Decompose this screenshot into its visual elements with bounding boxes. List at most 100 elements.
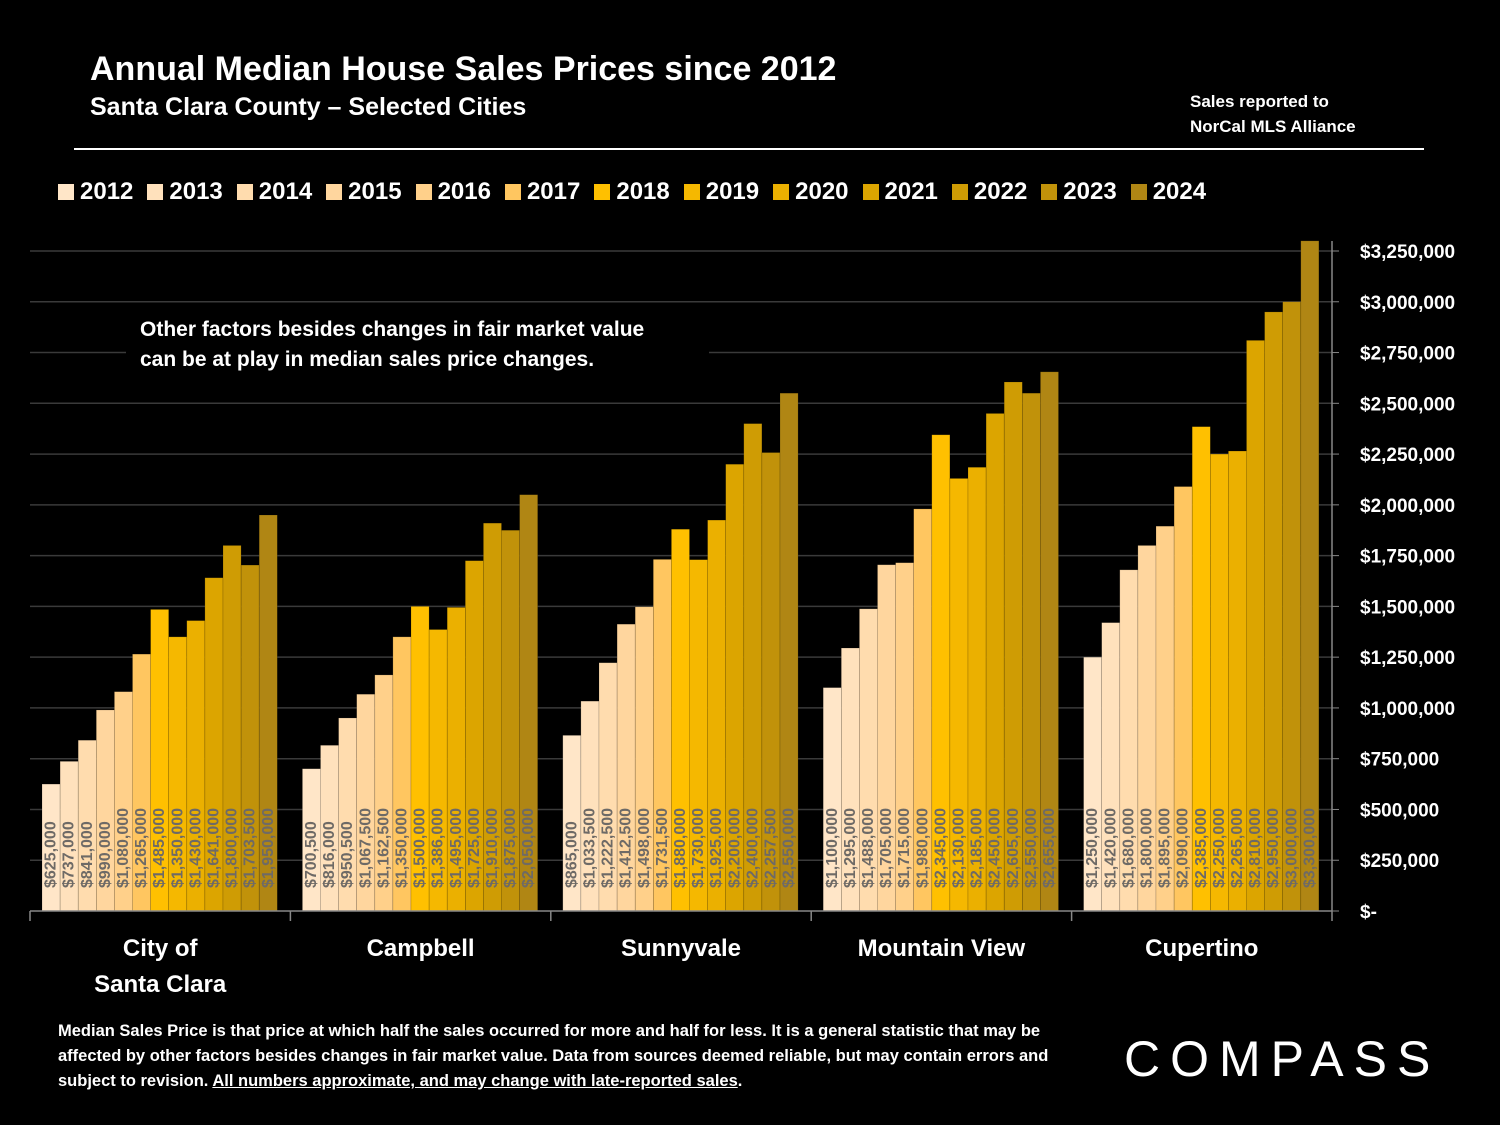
- legend-swatch: [1130, 184, 1147, 200]
- annotation-line-1: Other factors besides changes in fair ma…: [140, 318, 645, 341]
- bar-value-label: $1,265,000: [133, 808, 150, 888]
- x-category-label: Mountain View: [858, 935, 1026, 962]
- chart-title: Annual Median House Sales Prices since 2…: [90, 50, 837, 88]
- y-tick-label: $1,250,000: [1360, 648, 1455, 669]
- y-tick-label: $2,250,000: [1360, 445, 1455, 466]
- bar-value-label: $2,810,000: [1247, 808, 1264, 888]
- y-tick-label: $1,750,000: [1360, 547, 1455, 568]
- y-tick-label: $1,500,000: [1360, 597, 1455, 618]
- compass-logo: COMPASS: [1124, 1031, 1441, 1087]
- bar-value-label: $950,500: [339, 821, 356, 888]
- legend-label: 2013: [169, 178, 223, 205]
- bar-value-label: $2,345,000: [932, 808, 949, 888]
- legend-swatch: [147, 184, 164, 200]
- bar-value-label: $1,295,000: [842, 808, 859, 888]
- bar-value-label: $990,000: [97, 821, 114, 888]
- bar-value-label: $1,222,500: [600, 808, 617, 888]
- legend-item-2015: 2015: [326, 178, 402, 206]
- bar-value-label: $1,980,000: [914, 808, 931, 888]
- legend-swatch: [1041, 184, 1058, 200]
- y-tick-label: $3,000,000: [1360, 293, 1455, 314]
- bar-value-label: $2,130,000: [950, 808, 967, 888]
- legend-item-2013: 2013: [147, 178, 223, 206]
- bar-value-label: $1,420,000: [1102, 808, 1119, 888]
- bar-value-label: $2,950,000: [1265, 808, 1282, 888]
- y-tick-label: $2,750,000: [1360, 344, 1455, 365]
- legend-label: 2016: [437, 178, 491, 205]
- bar-value-label: $2,605,000: [1005, 808, 1022, 888]
- bar-value-label: $1,925,000: [708, 808, 725, 888]
- bar-value-label: $1,162,500: [375, 808, 392, 888]
- bar-value-label: $2,050,000: [520, 808, 537, 888]
- bar-value-label: $1,350,000: [169, 808, 186, 888]
- bar-value-label: $1,498,000: [636, 808, 653, 888]
- bar-value-label: $2,200,000: [726, 808, 743, 888]
- bar-value-label: $1,875,000: [502, 808, 519, 888]
- bar-value-label: $1,705,000: [878, 808, 895, 888]
- bar-value-label: $1,412,500: [618, 808, 635, 888]
- legend-item-2021: 2021: [862, 178, 938, 206]
- bar-value-label: $1,800,000: [224, 808, 241, 888]
- legend-item-2018: 2018: [594, 178, 670, 206]
- legend-swatch: [236, 184, 253, 200]
- x-category-label: Cupertino: [1145, 935, 1258, 962]
- bar-value-label: $1,033,500: [581, 808, 598, 888]
- bar-value-label: $2,265,000: [1229, 808, 1246, 888]
- legend-item-2020: 2020: [773, 178, 849, 206]
- x-category-label: Sunnyvale: [621, 935, 741, 962]
- bar-value-label: $1,080,000: [115, 808, 132, 888]
- y-tick-label: $250,000: [1360, 851, 1439, 872]
- y-tick-label: $2,000,000: [1360, 496, 1455, 517]
- bar-value-label: $1,386,000: [430, 808, 447, 888]
- legend-swatch: [594, 184, 611, 200]
- legend-label: 2018: [616, 178, 670, 205]
- legend-label: 2022: [973, 178, 1028, 205]
- bar-value-label: $1,100,000: [824, 808, 841, 888]
- y-tick-label: $500,000: [1360, 800, 1439, 821]
- bar-value-label: $1,680,000: [1120, 808, 1137, 888]
- bar-value-label: $2,655,000: [1041, 808, 1058, 888]
- bar-value-label: $1,250,000: [1084, 808, 1101, 888]
- bar-value-label: $816,000: [321, 821, 338, 888]
- bar-value-label: $2,385,000: [1193, 808, 1210, 888]
- chart-legend: 2012 2013 2014 2015 2016 2017 2018 2019 2020 2021…: [58, 178, 1220, 206]
- bar-value-label: $1,715,000: [896, 808, 913, 888]
- bar-value-label: $1,500,000: [412, 808, 429, 888]
- legend-label: 2021: [884, 178, 938, 205]
- bar-value-label: $1,800,000: [1138, 808, 1155, 888]
- legend-item-2016: 2016: [415, 178, 491, 206]
- bar-value-label: $1,950,000: [260, 808, 277, 888]
- bar-value-label: $1,910,000: [484, 808, 501, 888]
- legend-label: 2017: [526, 178, 581, 205]
- y-tick-label: $3,250,000: [1360, 242, 1455, 263]
- legend-swatch: [326, 184, 343, 200]
- bar-value-label: $1,067,500: [357, 808, 374, 888]
- y-tick-label: $-: [1360, 902, 1377, 923]
- source-line-2: NorCal MLS Alliance: [1190, 117, 1356, 136]
- bar-value-label: $841,000: [79, 821, 96, 888]
- footer-end: .: [737, 1072, 743, 1090]
- y-tick-label: $750,000: [1360, 750, 1439, 771]
- bar-value-label: $2,090,000: [1175, 808, 1192, 888]
- bar-value-label: $2,550,000: [781, 808, 798, 888]
- footer-underlined-text: All numbers approximate, and may change …: [212, 1072, 738, 1090]
- annotation-note: Other factors besides changes in fair ma…: [126, 312, 709, 378]
- legend-swatch: [683, 184, 700, 200]
- legend-label: 2020: [795, 178, 849, 205]
- legend-item-2012: 2012: [58, 178, 133, 206]
- legend-label: 2023: [1063, 178, 1117, 205]
- bar-value-label: $1,641,000: [205, 808, 222, 888]
- legend-label: 2024: [1152, 178, 1207, 205]
- bar-value-label: $2,450,000: [987, 808, 1004, 888]
- bar-value-label: $1,725,000: [466, 808, 483, 888]
- bar-value-label: $2,185,000: [969, 808, 986, 888]
- footer-text: Median Sales Price is that price at whic…: [58, 1022, 1049, 1090]
- legend-label: 2012: [80, 178, 134, 205]
- bar-value-label: $1,731,500: [654, 808, 671, 888]
- bar-value-label: $1,703,500: [242, 808, 259, 888]
- legend-swatch: [773, 184, 790, 200]
- bar-value-label: $1,485,000: [151, 808, 168, 888]
- chart-subtitle: Santa Clara County – Selected Cities: [90, 93, 527, 121]
- legend-item-2024: 2024: [1130, 178, 1207, 206]
